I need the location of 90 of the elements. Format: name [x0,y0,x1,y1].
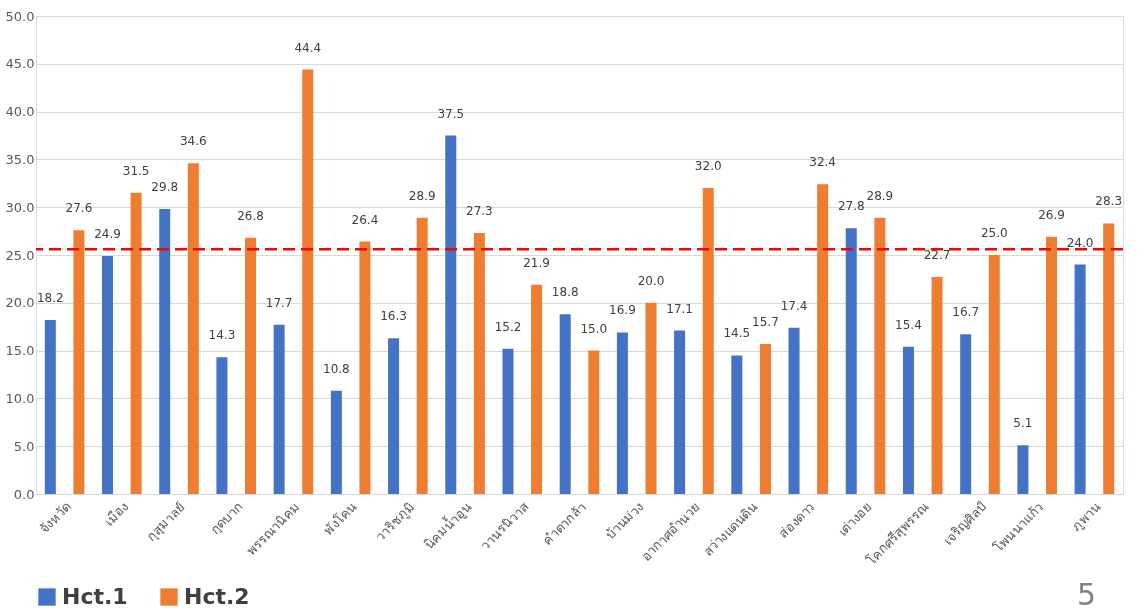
y-tick-label: 20.0 [5,295,35,311]
bar [159,209,171,494]
y-tick-label: 15.0 [5,343,35,359]
data-label: 18.8 [551,285,579,300]
bar [645,302,657,494]
data-label: 14.5 [723,326,751,341]
bar [359,241,371,494]
data-label: 28.3 [1095,194,1123,209]
data-label: 26.8 [237,208,264,223]
bar [416,217,428,494]
bar [931,276,943,494]
data-label: 27.3 [466,204,493,219]
data-label: 31.5 [122,163,150,178]
y-tick-label: 5.0 [13,438,35,454]
bar [731,355,743,494]
y-tick-label: 45.0 [5,56,35,72]
bar [960,334,972,494]
data-label: 17.4 [780,298,808,313]
bar [302,69,314,494]
data-label: 24.0 [1066,235,1094,250]
data-label: 26.4 [351,212,379,227]
bar [674,330,686,494]
y-tick-label: 40.0 [5,104,35,120]
data-label: 24.9 [94,226,121,241]
bar [559,314,571,494]
bar [445,135,457,494]
legend-label: Hct.1 [62,584,128,609]
bar [845,228,857,494]
bar [330,390,342,494]
data-label: 26.9 [1038,207,1065,222]
bar [788,327,800,494]
data-label: 22.7 [923,247,951,262]
data-label: 32.4 [809,155,836,170]
bar [273,324,285,494]
data-label: 32.0 [694,159,722,174]
data-label: 17.1 [666,301,693,316]
data-label: 28.9 [866,188,894,203]
y-tick-label: 25.0 [5,247,35,263]
y-tick-label: 0.0 [13,486,35,502]
data-label: 5.1 [1013,416,1033,431]
text: 5 [1076,577,1096,612]
bar [216,357,228,494]
data-label: 15.7 [752,314,779,329]
data-label: 15.2 [494,319,522,334]
bar [817,184,829,494]
bar [874,217,886,494]
bar [588,350,600,494]
bar [245,237,257,494]
bar [502,348,514,494]
bar [473,233,485,494]
legend-label: Hct.2 [184,584,250,609]
data-label: 16.9 [609,303,636,318]
bar [130,192,142,494]
data-label: 16.7 [952,305,980,320]
data-label: 20.0 [637,273,665,288]
data-label: 44.4 [294,40,322,55]
data-label: 21.9 [523,255,550,270]
data-label: 28.9 [408,188,436,203]
data-label: 15.0 [580,321,608,336]
data-label: 29.8 [151,180,179,195]
bar [1045,236,1057,494]
bar [616,332,628,494]
bar [1074,264,1086,494]
y-tick-label: 30.0 [5,199,35,215]
data-label: 34.6 [179,134,207,149]
data-label: 25.0 [980,226,1008,240]
data-label: 37.5 [437,106,465,121]
bar [388,338,400,494]
bar [702,188,714,494]
bar [102,255,114,494]
bar [902,346,914,494]
bar [1103,223,1115,494]
bar [759,343,771,494]
data-label: 10.8 [323,361,350,376]
y-tick-label: 35.0 [5,151,35,167]
data-label: 15.4 [895,317,922,332]
data-label: 18.2 [36,291,64,306]
bar [44,320,56,494]
data-label: 27.6 [65,201,93,216]
bar [988,255,1000,494]
bar [531,284,543,494]
data-label: 27.8 [837,199,865,214]
bar [1017,445,1029,494]
data-label: 14.3 [208,328,236,343]
data-label: 17.7 [265,295,293,310]
bar [187,163,199,494]
y-tick-label: 50.0 [5,8,35,24]
data-label: 16.3 [380,309,407,324]
bar [73,230,85,494]
y-tick-label: 10.0 [5,390,35,406]
